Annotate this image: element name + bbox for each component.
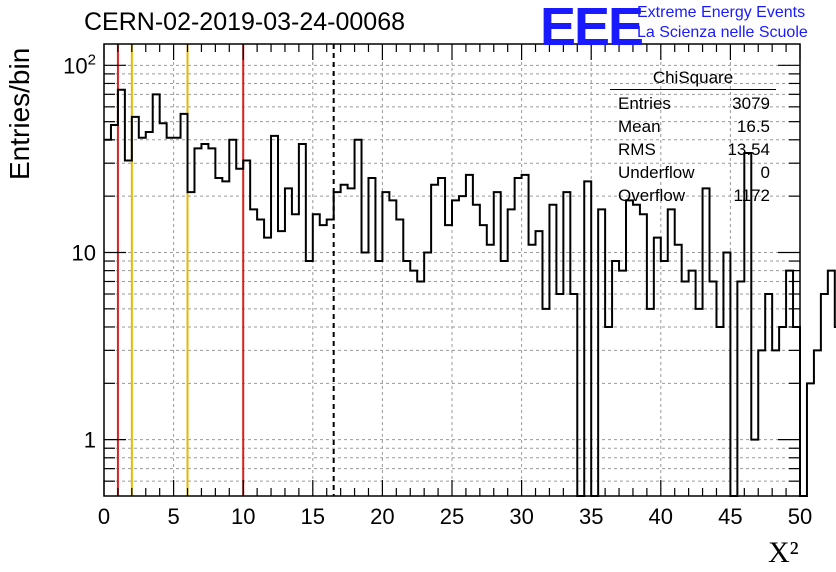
- stats-label: Overflow: [618, 186, 686, 205]
- stats-label: Underflow: [618, 163, 695, 182]
- grid-lines: [104, 44, 800, 496]
- stats-value: 16.5: [736, 117, 770, 136]
- marker-lines: [116, 44, 335, 496]
- chart-title: CERN-02-2019-03-24-00068: [84, 8, 406, 36]
- stats-box-title: ChiSquare: [610, 68, 776, 90]
- x-tick-label: 15: [301, 504, 325, 529]
- axis-ticks: [103, 44, 801, 496]
- x-tick-label: 5: [167, 504, 179, 529]
- stats-value: 13.54: [727, 140, 770, 159]
- stats-box: ChiSquare Entries 3079 Mean 16.5 RMS 13.…: [610, 68, 776, 207]
- x-tick-label: 10: [231, 504, 255, 529]
- x-tick-label: 50: [788, 504, 812, 529]
- x-tick-label: 40: [649, 504, 673, 529]
- stats-label: Entries: [618, 94, 671, 113]
- stats-value: 1172: [733, 186, 770, 205]
- x-tick-label: 0: [98, 504, 110, 529]
- y-tick-label: 102: [63, 51, 96, 78]
- x-tick-label: 30: [509, 504, 533, 529]
- stats-row-overflow: Overflow 1172: [610, 184, 776, 207]
- x-tick-labels: 0 5 10 15 20 25 30 35 40 45 50: [98, 504, 812, 529]
- stats-row-rms: RMS 13.54: [610, 138, 776, 161]
- stats-value: 0: [760, 163, 770, 182]
- x-tick-label: 20: [370, 504, 394, 529]
- stats-value: 3079: [732, 94, 770, 113]
- x-axis-label: X²: [768, 536, 799, 569]
- stats-label: Mean: [618, 117, 661, 136]
- y-tick-labels: 1 10 102: [63, 51, 96, 452]
- stats-row-underflow: Underflow 0: [610, 161, 776, 184]
- x-tick-label: 35: [579, 504, 603, 529]
- y-axis-label: Entries/bin: [4, 47, 35, 180]
- eee-logo: EEE: [540, 0, 644, 57]
- stats-row-mean: Mean 16.5: [610, 115, 776, 138]
- logo-text-line-2: La Scienza nelle Scuole: [637, 24, 808, 41]
- logo-text-line-1: Extreme Energy Events: [637, 4, 806, 21]
- histogram-series: [104, 88, 836, 497]
- stats-row-entries: Entries 3079: [610, 92, 776, 115]
- stats-label: RMS: [618, 140, 656, 159]
- x-tick-label: 45: [718, 504, 742, 529]
- x-tick-label: 25: [440, 504, 464, 529]
- y-tick-label: 1: [84, 428, 96, 453]
- y-tick-label: 10: [72, 240, 96, 265]
